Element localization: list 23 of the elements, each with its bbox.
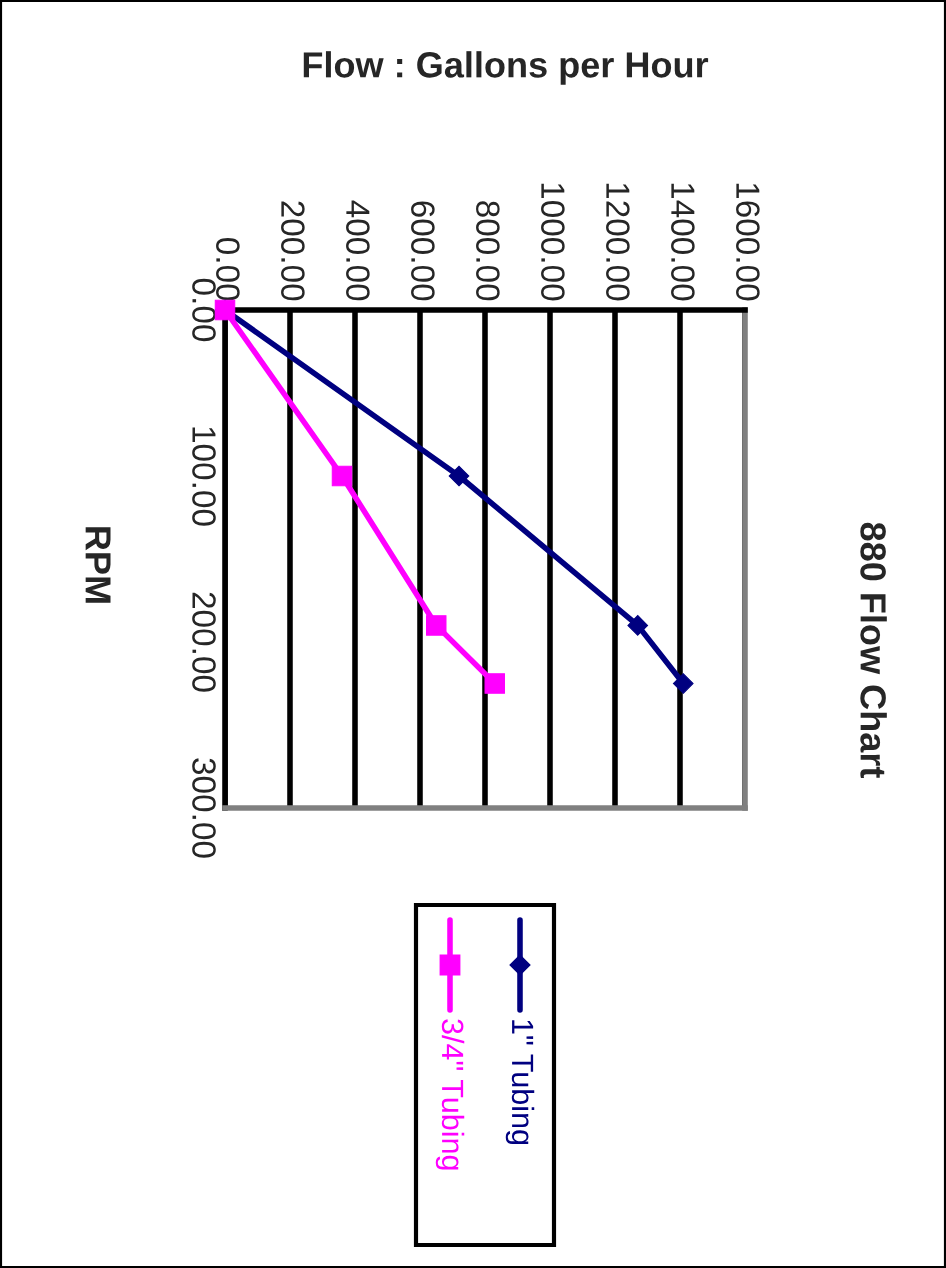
text: 1" Tubing bbox=[505, 1020, 535, 1145]
x-tick-label: 600.00 bbox=[411, 201, 435, 301]
x-tick-label: 200.00 bbox=[281, 201, 305, 301]
y-tick-label: 200.00 bbox=[192, 592, 216, 692]
text: 3/4" Tubing bbox=[435, 1019, 465, 1170]
point bbox=[672, 673, 694, 694]
text: 880 Flow Chart bbox=[860, 522, 887, 778]
point bbox=[331, 465, 353, 487]
x-tick-label: 400.00 bbox=[346, 200, 370, 301]
x-tick-label: 1600.00 bbox=[736, 183, 760, 301]
y-tick-label: 300.00 bbox=[192, 758, 216, 858]
point bbox=[627, 615, 649, 636]
point bbox=[448, 465, 470, 487]
x-axis-title: Flow : Gallons per Hour bbox=[303, 51, 709, 85]
x-tick-label: 1400.00 bbox=[671, 183, 695, 301]
y-axis-title: RPM bbox=[85, 527, 111, 603]
y-tick-label: 100.00 bbox=[192, 427, 216, 526]
x-tick-label: 800.00 bbox=[476, 201, 500, 301]
point bbox=[426, 615, 447, 636]
point bbox=[484, 673, 505, 694]
x-tick-label: 1000.00 bbox=[541, 183, 565, 301]
y-tick-label: 0.00 bbox=[192, 278, 216, 342]
x-tick-label: 1200.00 bbox=[606, 183, 630, 301]
